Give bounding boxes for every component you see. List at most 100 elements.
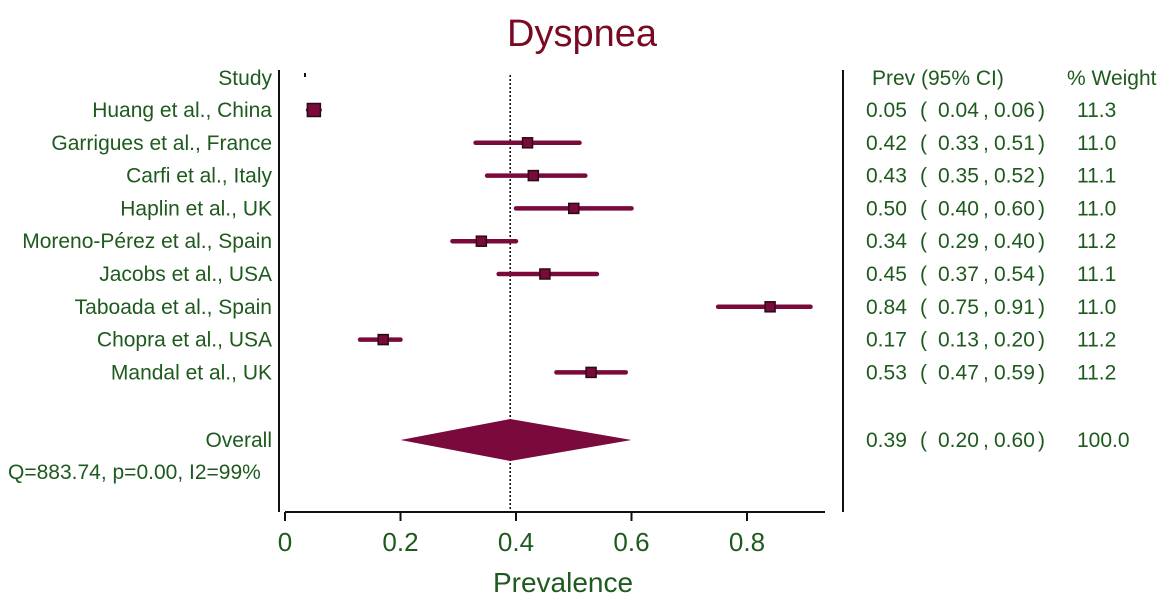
ci-prev-value: 0.84 [866,296,907,319]
x-tick-label: 0.6 [613,527,649,557]
prev-ci-header: Prev (95% CI) [872,67,1004,90]
ci-hi-value: 0.52 [994,165,1035,188]
point-marker [475,235,488,247]
study-row: Huang et al., China 0.05 (0.04 0.06), 11.3 [92,99,1116,122]
ci-paren: ) [1038,296,1045,319]
ci-hi-value: 0.40 [994,230,1035,253]
ci-hi-value: 0.20 [994,329,1035,352]
point-marker [377,333,389,346]
point-marker [568,202,580,215]
study-row: Garrigues et al., France 0.42 (0.33 0.51), 1… [51,132,1116,155]
ci-prev-value: 0.45 [866,263,907,286]
ci-paren: ) [1038,197,1045,220]
study-name: Moreno-Pérez et al., Spain [22,230,272,253]
study-name: Mandal et al., UK [111,361,272,384]
x-axis-ticks: 0 0.2 0.4 0.6 0.8 [278,512,765,557]
study-name: Carfi et al., Italy [126,165,272,188]
ci-paren: ) [1038,263,1045,286]
ci-lo-value: 0.35 [938,165,979,188]
ci-hi-value: 0.91 [994,296,1035,319]
point-marker [539,268,551,280]
x-tick-label: 0 [278,527,292,557]
ci-paren: ) [1038,99,1045,122]
x-tick-label: 0.8 [729,527,765,557]
ci-paren: ) [1038,329,1045,352]
x-tick-label: 0.4 [498,527,534,557]
overall-label: Overall [205,429,272,452]
study-name: Haplin et al., UK [120,197,272,220]
weight-value: 11.0 [1077,197,1116,220]
ci-paren: ( [920,132,927,155]
weight-header: % Weight [1067,67,1157,90]
ci-comma: , [983,197,989,220]
ci-comma: , [983,263,989,286]
ci-prev-value: 0.05 [866,99,907,122]
study-name: Chopra et al., USA [97,329,272,352]
ci-paren: ( [920,230,927,253]
overall-ci-paren: ) [1038,429,1045,452]
ci-lo-value: 0.13 [938,329,979,352]
ci-paren: ) [1038,132,1045,155]
weight-value: 11.0 [1077,296,1116,319]
ci-prev-value: 0.50 [866,197,907,220]
ci-prev-value: 0.43 [866,165,907,188]
point-marker [527,169,540,182]
study-row: Moreno-Pérez et al., Spain 0.34 (0.29 0.40)… [22,230,1116,253]
point-marker [764,301,776,313]
ci-hi-value: 0.06 [994,99,1035,122]
ci-hi-value: 0.51 [994,132,1035,155]
ci-paren: ( [920,197,927,220]
overall-diamond [400,419,632,461]
ci-prev-value: 0.53 [866,361,907,384]
ci-paren: ) [1038,361,1045,384]
study-name: Jacobs et al., USA [99,263,272,286]
ci-comma: , [983,132,989,155]
study-row: Mandal et al., UK 0.53 (0.47 0.59), 11.2 [111,361,1116,384]
study-name: Taboada et al., Spain [75,296,272,319]
chart-title: Dyspnea [507,13,658,55]
study-rows: Huang et al., China 0.05 (0.04 0.06), 11.3 Ga… [22,99,1116,384]
ci-comma: , [983,230,989,253]
ci-lo-value: 0.40 [938,197,979,220]
overall-ci-hi-value: 0.60 [994,429,1035,452]
ci-lo-value: 0.29 [938,230,979,253]
study-name: Garrigues et al., France [51,132,272,155]
ci-prev-value: 0.42 [866,132,907,155]
ci-hi-value: 0.54 [994,263,1035,286]
ci-lo-value: 0.37 [938,263,979,286]
overall-ci-prev-value: 0.39 [866,429,907,452]
weight-value: 11.3 [1077,99,1116,122]
ci-comma: , [983,329,989,352]
x-tick-label: 0.2 [382,527,418,557]
point-marker [306,102,322,118]
ci-paren: ( [920,165,927,188]
weight-value: 11.2 [1077,230,1116,253]
x-axis-label: Prevalence [493,567,633,598]
study-row: Taboada et al., Spain 0.84 (0.75 0.91), 11.0 [75,296,1117,319]
study-name: Huang et al., China [92,99,272,122]
weight-value: 11.0 [1077,132,1116,155]
weight-value: 11.2 [1077,329,1116,352]
ci-comma: , [983,165,989,188]
ci-prev-value: 0.17 [866,329,907,352]
overall-ci-comma: , [983,429,989,452]
weight-value: 11.1 [1077,165,1116,188]
point-marker [585,366,597,379]
overall-weight: 100.0 [1077,429,1130,452]
study-row: Carfi et al., Italy 0.43 (0.35 0.52), 11.1 [126,165,1116,188]
ci-hi-value: 0.60 [994,197,1035,220]
ci-prev-value: 0.34 [866,230,907,253]
study-header: Study [218,67,272,90]
ci-lo-value: 0.33 [938,132,979,155]
overall-ci-lo-value: 0.20 [938,429,979,452]
ci-comma: , [983,296,989,319]
ci-paren: ( [920,329,927,352]
ci-paren: ( [920,361,927,384]
weight-value: 11.2 [1077,361,1116,384]
ci-lo-value: 0.04 [938,99,979,122]
heterogeneity-stats: Q=883.74, p=0.00, I2=99% [8,461,261,484]
study-row: Jacobs et al., USA 0.45 (0.37 0.54), 11.1 [99,263,1116,286]
ci-lo-value: 0.47 [938,361,979,384]
ci-hi-value: 0.59 [994,361,1035,384]
study-row: Chopra et al., USA 0.17 (0.13 0.20), 11.2 [97,329,1116,352]
